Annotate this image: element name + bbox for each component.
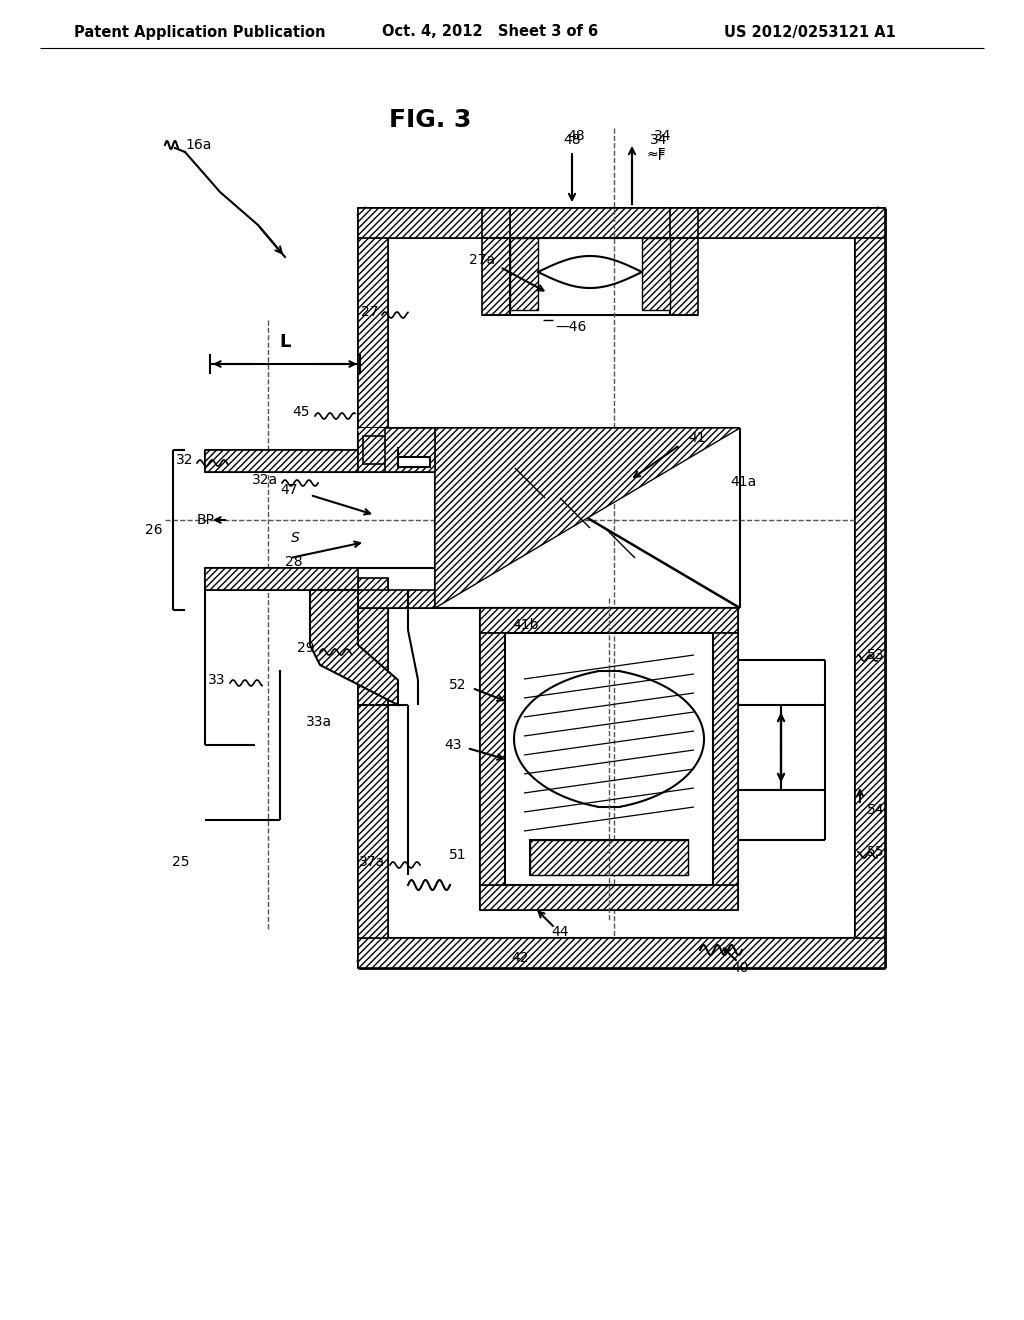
Text: 54: 54 (867, 803, 885, 817)
Polygon shape (310, 590, 398, 705)
Text: ~F: ~F (646, 149, 666, 162)
Text: 32a: 32a (252, 473, 278, 487)
Text: 34: 34 (650, 133, 668, 147)
Text: 26: 26 (145, 523, 163, 537)
Bar (395, 428, 435, 473)
Text: 48: 48 (567, 129, 585, 143)
Text: 47: 47 (281, 483, 298, 498)
Bar (358, 209, 885, 238)
Text: Patent Application Publication: Patent Application Publication (75, 25, 326, 40)
Text: 44: 44 (551, 925, 568, 939)
Text: 28: 28 (285, 554, 303, 569)
Text: 25: 25 (172, 855, 189, 869)
Text: 41a: 41a (730, 475, 757, 488)
Text: 33a: 33a (306, 715, 332, 729)
Text: 42: 42 (511, 950, 528, 965)
Bar (530, 840, 688, 875)
Text: 45: 45 (293, 405, 310, 418)
Bar (530, 840, 688, 875)
Text: 41b: 41b (512, 618, 539, 632)
Bar (358, 428, 435, 450)
Bar (855, 238, 885, 939)
Bar (362, 436, 401, 465)
Text: BP: BP (197, 513, 215, 527)
Text: FIG. 3: FIG. 3 (389, 108, 471, 132)
Bar (713, 634, 738, 884)
Text: 48: 48 (563, 133, 581, 147)
Bar (398, 457, 430, 467)
Text: 53: 53 (867, 648, 885, 663)
Bar (385, 428, 435, 473)
Bar (205, 568, 358, 590)
Bar (358, 209, 510, 238)
Bar (358, 590, 435, 609)
Text: Oct. 4, 2012   Sheet 3 of 6: Oct. 4, 2012 Sheet 3 of 6 (382, 25, 598, 40)
Text: —46: —46 (555, 319, 587, 334)
Bar (205, 450, 358, 473)
Bar (480, 609, 738, 634)
Text: 52: 52 (449, 678, 466, 692)
Bar (358, 428, 398, 473)
Text: 55: 55 (867, 845, 885, 859)
Text: L: L (280, 333, 291, 351)
Text: 40: 40 (731, 961, 749, 975)
Text: 16a: 16a (185, 139, 211, 152)
Bar (358, 578, 388, 939)
Text: 43: 43 (444, 738, 462, 752)
Text: 37a: 37a (358, 855, 385, 869)
Bar (480, 634, 505, 884)
Bar (480, 884, 738, 909)
Bar (510, 238, 538, 310)
Polygon shape (435, 428, 740, 609)
Text: 29: 29 (297, 642, 315, 655)
Bar (358, 238, 388, 462)
Bar (642, 238, 670, 310)
Text: S: S (291, 531, 299, 545)
Bar (358, 939, 885, 968)
Text: 33: 33 (208, 673, 225, 686)
Bar (482, 209, 510, 315)
Bar (670, 209, 698, 315)
Text: 32: 32 (175, 453, 193, 467)
Text: 27: 27 (360, 305, 378, 319)
Text: 41: 41 (688, 432, 706, 445)
Text: 51: 51 (450, 847, 467, 862)
Text: ~F: ~F (646, 147, 666, 161)
Text: US 2012/0253121 A1: US 2012/0253121 A1 (724, 25, 896, 40)
Bar (358, 428, 408, 432)
Text: 27a: 27a (469, 253, 495, 267)
Text: 34: 34 (654, 129, 672, 143)
